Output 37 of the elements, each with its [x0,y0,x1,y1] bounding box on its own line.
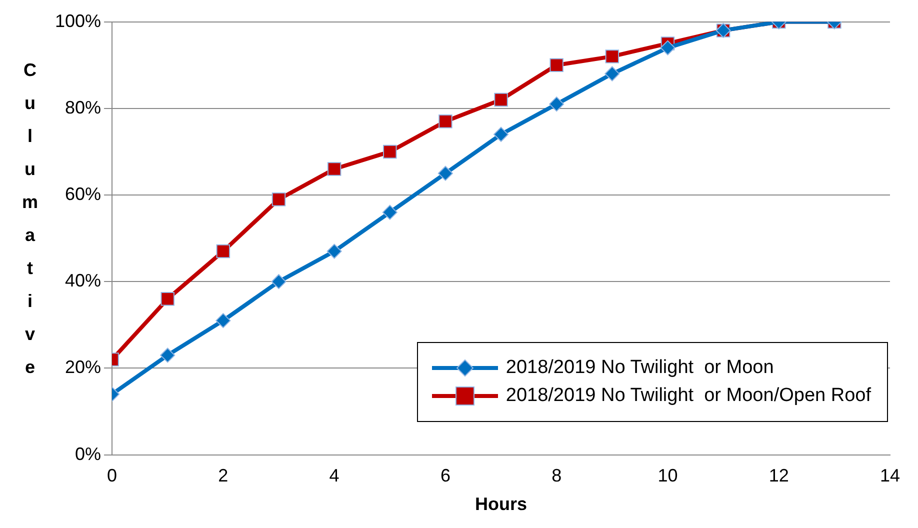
point [326,244,342,259]
point [494,126,509,142]
point [383,144,397,159]
y-tick-label: 0% [75,444,102,464]
point [438,114,452,128]
legend-label: 2018/2019 No Twilight or Moon [506,357,774,379]
point [438,166,453,181]
y-tick-label: 40% [65,270,102,291]
x-tick-label: 8 [552,466,562,486]
legend-label: 2018/2019 No Twilight or Moon/Open Roof [506,385,871,407]
point [160,292,174,306]
x-tick-label: 14 [880,466,900,486]
point [604,66,620,82]
point [216,313,231,328]
point [549,96,564,112]
x-axis-title: Hours [475,494,528,514]
x-tick-label: 12 [768,466,789,486]
y-tick-label: 20% [65,357,102,378]
point [550,58,564,72]
x-tick-label: 10 [658,466,678,486]
point [382,204,398,220]
point [327,162,342,176]
point [494,92,508,107]
point [660,40,676,56]
x-tick-label: 6 [440,466,450,486]
point [272,192,286,206]
y-tick-label: 60% [65,184,102,204]
x-tick-label: 0 [107,466,118,486]
point [160,348,176,363]
x-tick-label: 2 [218,466,228,486]
point [271,274,286,290]
point [216,244,230,258]
y-tick-label: 80% [65,97,102,118]
text: Culumative [22,60,38,377]
point [605,50,620,64]
y-tick-label: 100% [54,10,102,31]
x-tick-label: 4 [329,466,340,486]
